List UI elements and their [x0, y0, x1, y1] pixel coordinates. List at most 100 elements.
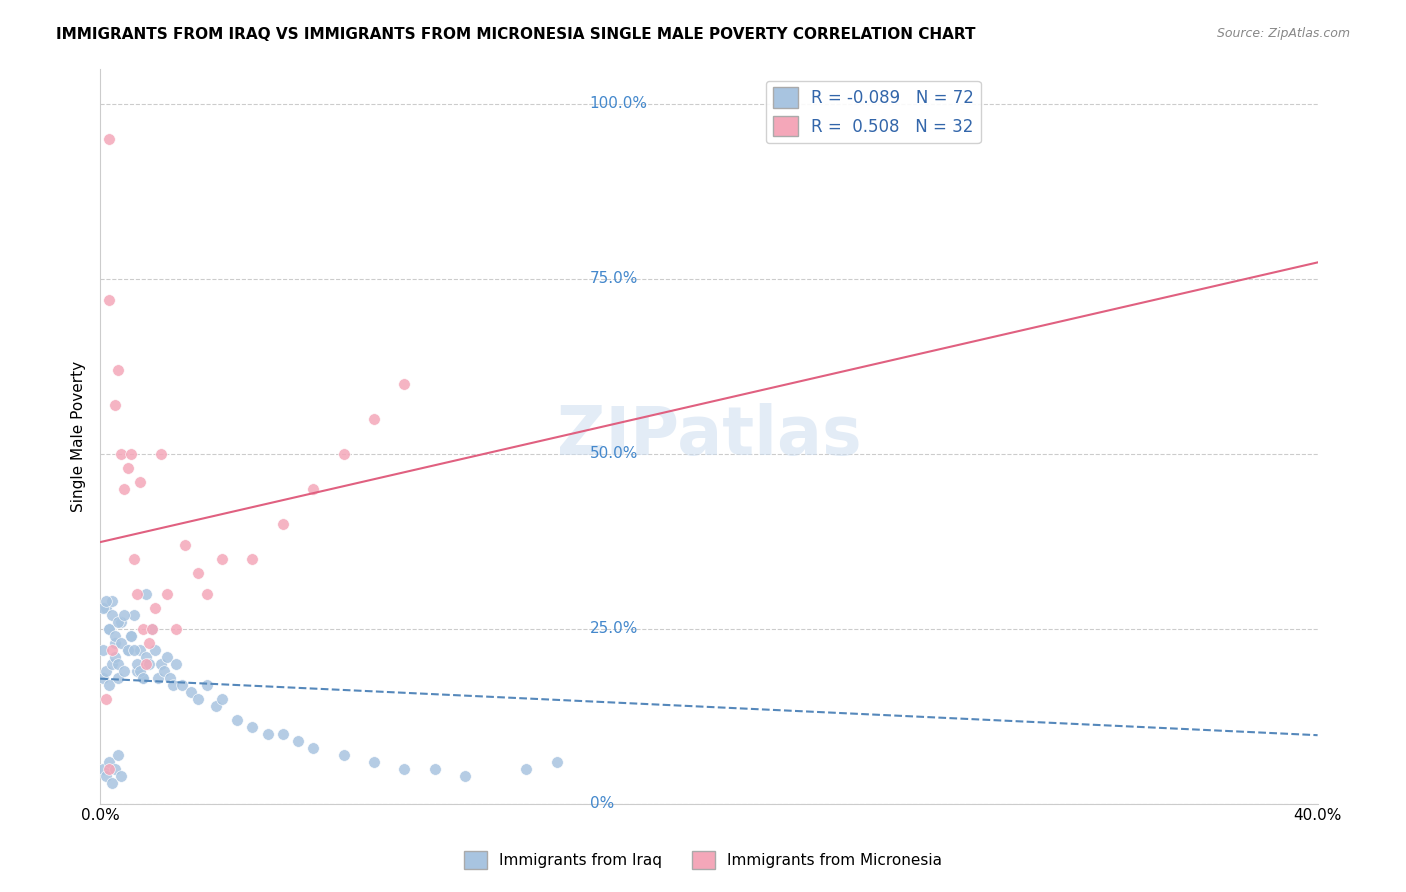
- Text: 0%: 0%: [589, 797, 614, 811]
- Immigrants from Iraq: [240, 720, 263, 734]
- Immigrants from Micronesia: [363, 411, 385, 425]
- Immigrants from Iraq: [172, 677, 194, 691]
- Immigrants from Iraq: [204, 698, 226, 713]
- Immigrants from Iraq: [515, 762, 537, 776]
- Immigrants from Iraq: [159, 671, 181, 685]
- Immigrants from Micronesia: [211, 551, 233, 566]
- Immigrants from Micronesia: [332, 446, 354, 460]
- Immigrants from Iraq: [91, 642, 114, 657]
- Immigrants from Micronesia: [128, 475, 150, 489]
- Immigrants from Iraq: [546, 755, 568, 769]
- Text: 25.0%: 25.0%: [589, 621, 638, 636]
- Immigrants from Micronesia: [114, 482, 136, 496]
- Immigrants from Iraq: [96, 600, 118, 615]
- Immigrants from Micronesia: [271, 516, 294, 531]
- Immigrants from Iraq: [107, 671, 129, 685]
- Immigrants from Iraq: [135, 586, 157, 600]
- Immigrants from Iraq: [96, 593, 118, 607]
- Text: 75.0%: 75.0%: [589, 271, 638, 286]
- Immigrants from Iraq: [107, 615, 129, 629]
- Immigrants from Iraq: [132, 671, 155, 685]
- Immigrants from Iraq: [128, 642, 150, 657]
- Immigrants from Iraq: [110, 615, 132, 629]
- Immigrants from Iraq: [271, 726, 294, 740]
- Text: Source: ZipAtlas.com: Source: ZipAtlas.com: [1216, 27, 1350, 40]
- Immigrants from Micronesia: [156, 586, 179, 600]
- Y-axis label: Single Male Poverty: Single Male Poverty: [72, 360, 86, 512]
- Immigrants from Iraq: [104, 635, 127, 649]
- Immigrants from Micronesia: [143, 600, 166, 615]
- Immigrants from Iraq: [96, 664, 118, 678]
- Immigrants from Iraq: [146, 671, 169, 685]
- Immigrants from Iraq: [107, 747, 129, 762]
- Immigrants from Iraq: [302, 740, 325, 755]
- Immigrants from Iraq: [153, 664, 176, 678]
- Immigrants from Iraq: [91, 671, 114, 685]
- Immigrants from Iraq: [256, 726, 278, 740]
- Immigrants from Micronesia: [110, 446, 132, 460]
- Immigrants from Iraq: [122, 607, 145, 622]
- Immigrants from Micronesia: [195, 586, 218, 600]
- Immigrants from Iraq: [132, 671, 155, 685]
- Immigrants from Micronesia: [107, 362, 129, 376]
- Immigrants from Iraq: [117, 642, 139, 657]
- Immigrants from Iraq: [91, 600, 114, 615]
- Immigrants from Micronesia: [132, 622, 155, 636]
- Immigrants from Iraq: [165, 657, 187, 671]
- Immigrants from Iraq: [98, 677, 121, 691]
- Immigrants from Micronesia: [101, 642, 124, 657]
- Immigrants from Micronesia: [141, 622, 163, 636]
- Immigrants from Iraq: [454, 769, 477, 783]
- Immigrants from Iraq: [128, 664, 150, 678]
- Immigrants from Micronesia: [120, 446, 142, 460]
- Immigrants from Iraq: [287, 733, 309, 747]
- Immigrants from Iraq: [110, 635, 132, 649]
- Immigrants from Iraq: [125, 657, 148, 671]
- Immigrants from Iraq: [104, 629, 127, 643]
- Immigrants from Iraq: [101, 657, 124, 671]
- Immigrants from Micronesia: [394, 376, 416, 391]
- Immigrants from Iraq: [211, 691, 233, 706]
- Immigrants from Iraq: [114, 664, 136, 678]
- Immigrants from Iraq: [104, 762, 127, 776]
- Immigrants from Iraq: [180, 684, 202, 698]
- Immigrants from Micronesia: [104, 398, 127, 412]
- Immigrants from Iraq: [162, 677, 184, 691]
- Immigrants from Iraq: [101, 607, 124, 622]
- Text: 50.0%: 50.0%: [589, 446, 638, 461]
- Immigrants from Micronesia: [302, 482, 325, 496]
- Immigrants from Micronesia: [186, 566, 208, 580]
- Immigrants from Iraq: [98, 622, 121, 636]
- Immigrants from Iraq: [117, 642, 139, 657]
- Text: IMMIGRANTS FROM IRAQ VS IMMIGRANTS FROM MICRONESIA SINGLE MALE POVERTY CORRELATI: IMMIGRANTS FROM IRAQ VS IMMIGRANTS FROM …: [56, 27, 976, 42]
- Immigrants from Micronesia: [96, 691, 118, 706]
- Immigrants from Iraq: [96, 769, 118, 783]
- Immigrants from Iraq: [101, 593, 124, 607]
- Immigrants from Micronesia: [98, 293, 121, 307]
- Immigrants from Iraq: [186, 691, 208, 706]
- Immigrants from Micronesia: [98, 762, 121, 776]
- Immigrants from Iraq: [104, 649, 127, 664]
- Immigrants from Iraq: [125, 664, 148, 678]
- Immigrants from Micronesia: [135, 657, 157, 671]
- Immigrants from Micronesia: [98, 131, 121, 145]
- Immigrants from Micronesia: [117, 460, 139, 475]
- Immigrants from Iraq: [226, 713, 249, 727]
- Immigrants from Iraq: [156, 649, 179, 664]
- Immigrants from Iraq: [150, 657, 173, 671]
- Immigrants from Micronesia: [165, 622, 187, 636]
- Immigrants from Iraq: [423, 762, 446, 776]
- Text: ZIPatlas: ZIPatlas: [557, 403, 862, 469]
- Immigrants from Iraq: [135, 649, 157, 664]
- Immigrants from Iraq: [394, 762, 416, 776]
- Immigrants from Micronesia: [125, 586, 148, 600]
- Immigrants from Iraq: [91, 762, 114, 776]
- Immigrants from Micronesia: [138, 635, 160, 649]
- Immigrants from Iraq: [141, 622, 163, 636]
- Immigrants from Iraq: [101, 775, 124, 789]
- Immigrants from Iraq: [120, 629, 142, 643]
- Immigrants from Iraq: [122, 642, 145, 657]
- Immigrants from Iraq: [363, 755, 385, 769]
- Immigrants from Iraq: [98, 622, 121, 636]
- Immigrants from Iraq: [114, 607, 136, 622]
